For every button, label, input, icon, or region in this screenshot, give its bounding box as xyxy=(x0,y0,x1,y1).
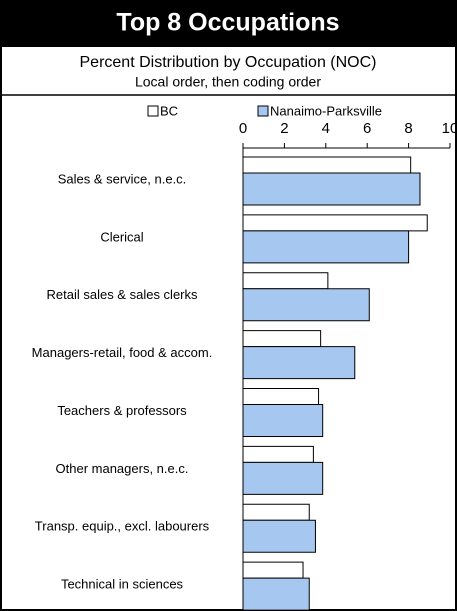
x-tick-label: 10 xyxy=(442,120,457,137)
bar xyxy=(242,461,324,495)
legend-swatch xyxy=(147,105,159,117)
category-label: Clerical xyxy=(100,229,143,244)
category-label: Retail sales & sales clerks xyxy=(47,287,198,302)
bar xyxy=(242,577,310,611)
bar xyxy=(242,330,322,348)
bar xyxy=(242,404,324,437)
x-tick-label: 4 xyxy=(322,120,330,137)
bar xyxy=(242,388,320,405)
bar xyxy=(242,156,412,174)
bar xyxy=(242,214,428,232)
chart-subtitle: Percent Distribution by Occupation (NOC) xyxy=(80,54,377,71)
category-label: Technical in sciences xyxy=(61,577,184,592)
bar xyxy=(242,346,356,380)
bar xyxy=(242,288,370,322)
category-label: Other managers, n.e.c. xyxy=(56,461,189,476)
category-label: Transp. equip., excl. labourers xyxy=(35,519,210,534)
bar xyxy=(242,519,316,553)
title-band xyxy=(0,0,457,46)
category-label: Sales & service, n.e.c. xyxy=(58,171,187,186)
category-label: Managers-retail, food & accom. xyxy=(32,345,213,360)
bar xyxy=(242,561,304,579)
bar xyxy=(242,230,410,264)
legend-label: BC xyxy=(160,103,178,118)
legend-label: Nanaimo-Parksville xyxy=(270,103,382,118)
bar xyxy=(242,445,314,463)
legend-swatch xyxy=(257,105,269,117)
frame xyxy=(0,45,457,611)
x-tick-label: 8 xyxy=(404,120,412,137)
bar xyxy=(242,172,421,206)
x-tick-label: 0 xyxy=(239,120,247,137)
chart-title: Top 8 Occupations xyxy=(116,9,339,37)
x-tick-label: 6 xyxy=(363,120,371,137)
chart-note: Local order, then coding order xyxy=(135,74,321,90)
category-label: Teachers & professors xyxy=(57,403,187,418)
x-tick-label: 2 xyxy=(280,120,288,137)
bar xyxy=(242,503,310,521)
bar xyxy=(242,272,329,290)
